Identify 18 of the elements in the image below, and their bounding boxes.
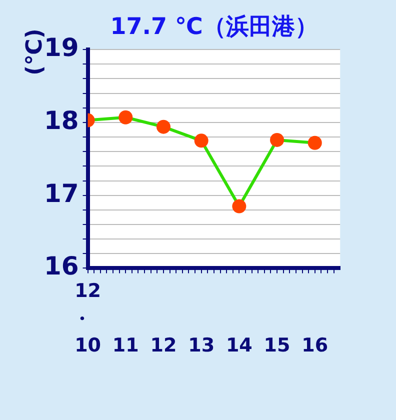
chart-title: 17.7 ℃（浜田港） [110, 14, 318, 40]
text: 12・ [72, 280, 102, 330]
point [232, 199, 246, 214]
x-tick-label: 15 [264, 334, 290, 357]
x-tick-label: 16 [302, 334, 328, 357]
y-tick-label: 17 [44, 178, 79, 208]
point [194, 134, 208, 148]
x-tick-label: 11 [112, 334, 139, 357]
point [308, 136, 322, 150]
y-tick-label: 16 [44, 252, 79, 281]
x-tick-label: 14 [226, 334, 252, 357]
x-tick-label: 10 [74, 334, 102, 357]
y-tick-label: 18 [44, 106, 79, 135]
point [118, 110, 133, 124]
point [156, 120, 170, 134]
x-tick-label: 13 [188, 334, 215, 357]
point [270, 132, 284, 147]
x-tick-label: 12 [150, 334, 177, 357]
